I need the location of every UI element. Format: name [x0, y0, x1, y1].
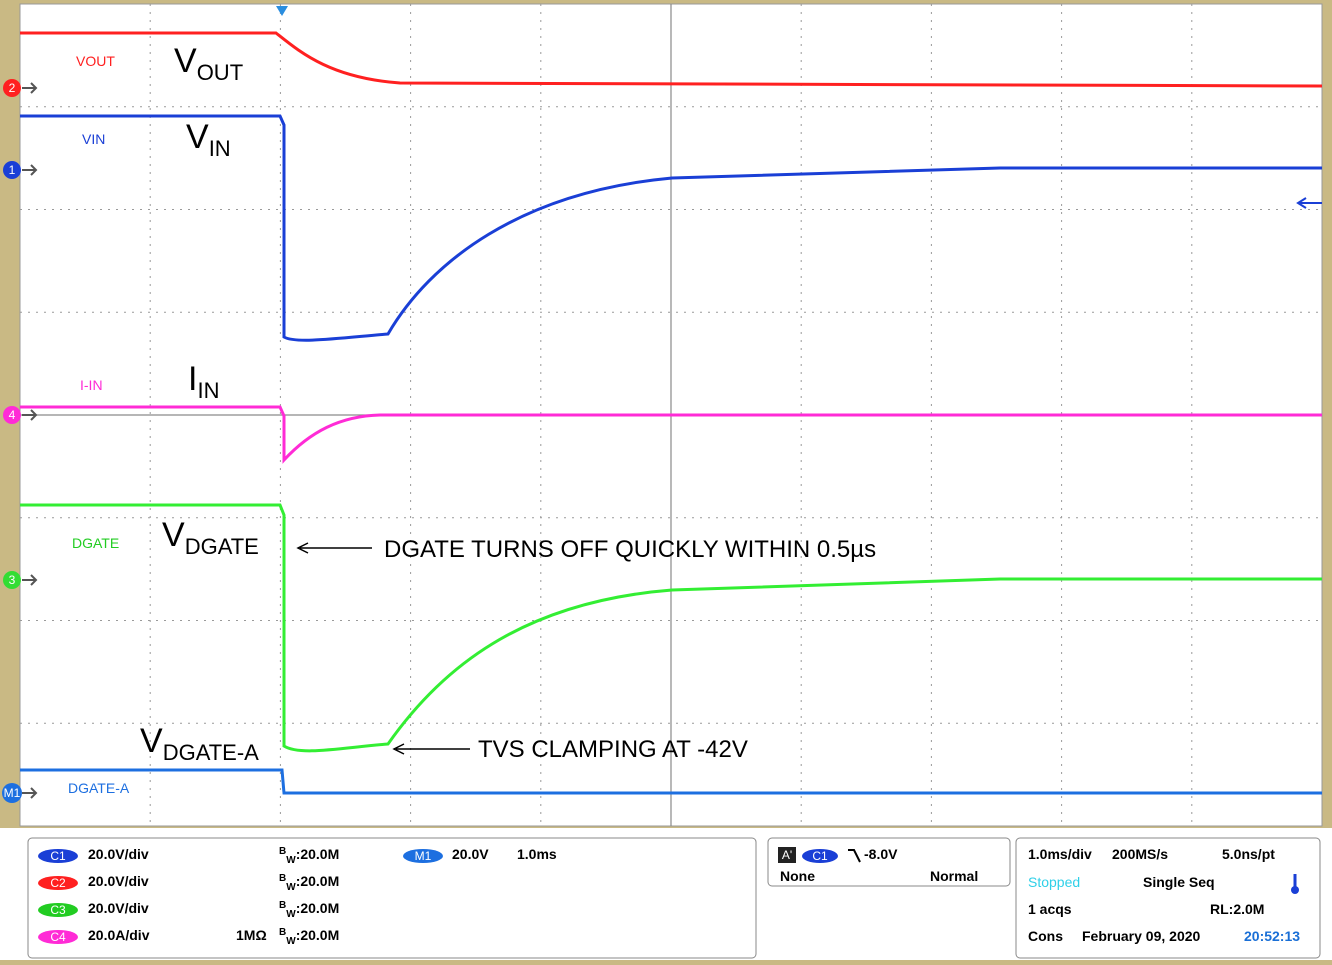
trigger-coupling: None [780, 868, 815, 884]
badge-label: M1 [415, 849, 432, 863]
slope-icon [848, 849, 861, 863]
annotation: TVS CLAMPING AT -42V [478, 736, 748, 763]
ann-main: V [162, 516, 185, 554]
marker-label: 2 [9, 81, 16, 95]
resolution: 5.0ns/pt [1222, 846, 1275, 862]
channel-scale: 20.0A/div [88, 927, 150, 943]
ann-sub: DGATE-A [163, 740, 259, 765]
bw-sup: B [279, 846, 286, 857]
trace-label: DGATE [72, 535, 119, 551]
bw-value: :20.0M [296, 900, 340, 916]
iin-trace [20, 405, 1322, 464]
ann-main: V [140, 722, 163, 760]
trace-label: VIN [82, 131, 105, 147]
badge-label: C2 [50, 876, 66, 890]
channel-scale: 20.0V/div [88, 873, 149, 889]
timebase-scale: 1.0ms/div [1028, 846, 1092, 862]
ann-main: I [188, 360, 197, 398]
acq-count: 1 acqs [1028, 901, 1072, 917]
trace-label: VOUT [76, 53, 115, 69]
date: February 09, 2020 [1082, 928, 1201, 944]
badge [38, 876, 78, 890]
vout-trace [20, 31, 1323, 88]
ann-sub: IN [209, 136, 231, 161]
dgatea-trace [20, 768, 1322, 795]
trace-label: I-IN [80, 377, 103, 393]
badge-label: C3 [50, 903, 66, 917]
marker-arrows [22, 82, 38, 799]
display-mode: Cons [1028, 928, 1063, 944]
callout-arrow [392, 743, 470, 755]
channel-scale: 20.0V/div [88, 846, 149, 862]
bandwidth: BW:20.0M [279, 900, 339, 920]
bw-sup: B [279, 927, 286, 938]
ann-sub: IN [197, 378, 219, 403]
trigger-mode: A' [782, 848, 792, 862]
marker [3, 79, 21, 97]
badge [403, 849, 443, 863]
math-scale: 20.0V [452, 846, 489, 862]
marker [2, 783, 22, 803]
vin-trace [20, 114, 1322, 342]
bandwidth: BW:20.0M [279, 873, 339, 893]
ann-main: V [186, 118, 209, 156]
bw-sub: W [286, 936, 296, 947]
trigger-type: Normal [930, 868, 978, 884]
bw-sup: B [279, 873, 286, 884]
acq-mode: Single Seq [1143, 874, 1215, 890]
badge-label: C4 [50, 930, 66, 944]
bandwidth: BW:20.0M [279, 927, 339, 947]
ann-sub: OUT [197, 60, 243, 85]
math-time: 1.0ms [517, 846, 557, 862]
bw-sub: W [286, 882, 296, 893]
bw-sub: W [286, 909, 296, 920]
annotation: VDGATE-A [140, 722, 259, 765]
annotation: VIN [186, 118, 231, 161]
badge [38, 930, 78, 944]
marker-label: 4 [9, 408, 16, 422]
bw-value: :20.0M [296, 927, 340, 943]
bw-value: :20.0M [296, 846, 340, 862]
clock: 20:52:13 [1244, 928, 1300, 944]
bw-sup: B [279, 900, 286, 911]
badge [778, 847, 796, 863]
trigger-level-arrow [1296, 197, 1322, 209]
marker-label: M1 [4, 786, 21, 800]
ann-sub: DGATE [185, 534, 259, 559]
badge [38, 903, 78, 917]
trace-label: DGATE-A [68, 780, 130, 796]
ann-main: V [174, 42, 197, 80]
acq-icon [1291, 886, 1299, 894]
acq-state: Stopped [1028, 874, 1080, 890]
impedance: 1MΩ [236, 927, 267, 943]
annotation: IIN [188, 360, 219, 403]
channel-markers: 2 1 4 3 M1 [2, 79, 38, 803]
bw-sub: W [286, 855, 296, 866]
badge [38, 849, 78, 863]
badge [802, 849, 838, 863]
timebase-panel [1015, 837, 1321, 959]
marker [3, 406, 21, 424]
badge-label: C1 [50, 849, 66, 863]
marker-label: 3 [9, 573, 16, 587]
marker [3, 161, 21, 179]
callout-arrow [296, 542, 372, 554]
marker-label: 1 [9, 163, 16, 177]
record-length: RL:2.0M [1210, 901, 1264, 917]
annotation: VOUT [174, 42, 243, 85]
trigger-position [276, 6, 288, 16]
marker [3, 571, 21, 589]
bandwidth: BW:20.0M [279, 846, 339, 866]
trigger-source: C1 [812, 849, 828, 863]
sample-rate: 200MS/s [1112, 846, 1168, 862]
trigger-level: -8.0V [864, 846, 898, 862]
channel-panel [27, 837, 757, 959]
annotation: VDGATE [162, 516, 259, 559]
annotation: DGATE TURNS OFF QUICKLY WITHIN 0.5µs [384, 536, 876, 563]
dgate-trace [20, 503, 1322, 753]
channel-scale: 20.0V/div [88, 900, 149, 916]
bw-value: :20.0M [296, 873, 340, 889]
